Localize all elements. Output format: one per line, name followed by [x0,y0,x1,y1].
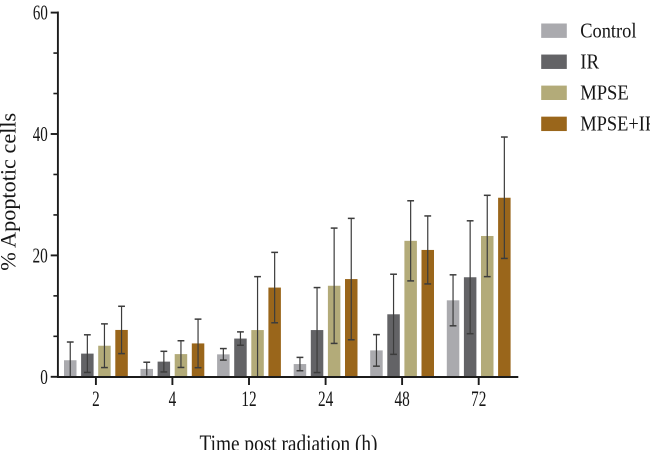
svg-text:% Apoptotic cells: % Apoptotic cells [0,113,20,271]
svg-text:12: 12 [241,386,256,411]
svg-text:72: 72 [471,386,486,411]
svg-text:MPSE+IR: MPSE+IR [580,112,650,136]
svg-text:20: 20 [33,243,48,267]
svg-text:60: 60 [33,1,48,25]
svg-text:40: 40 [33,122,48,146]
svg-text:4: 4 [169,386,177,411]
svg-text:Control: Control [580,19,636,43]
svg-text:MPSE: MPSE [580,81,629,105]
svg-text:0: 0 [40,365,48,389]
svg-text:48: 48 [394,386,409,411]
svg-text:2: 2 [92,386,100,411]
svg-text:Time post radiation (h): Time post radiation (h) [200,431,378,450]
svg-text:IR: IR [580,50,599,74]
svg-text:24: 24 [318,386,333,411]
